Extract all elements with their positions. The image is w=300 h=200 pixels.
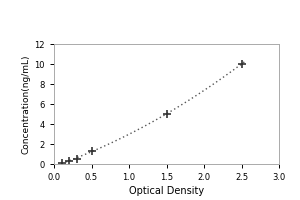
Y-axis label: Concentration(ng/mL): Concentration(ng/mL) <box>21 54 30 154</box>
X-axis label: Optical Density: Optical Density <box>129 186 204 196</box>
